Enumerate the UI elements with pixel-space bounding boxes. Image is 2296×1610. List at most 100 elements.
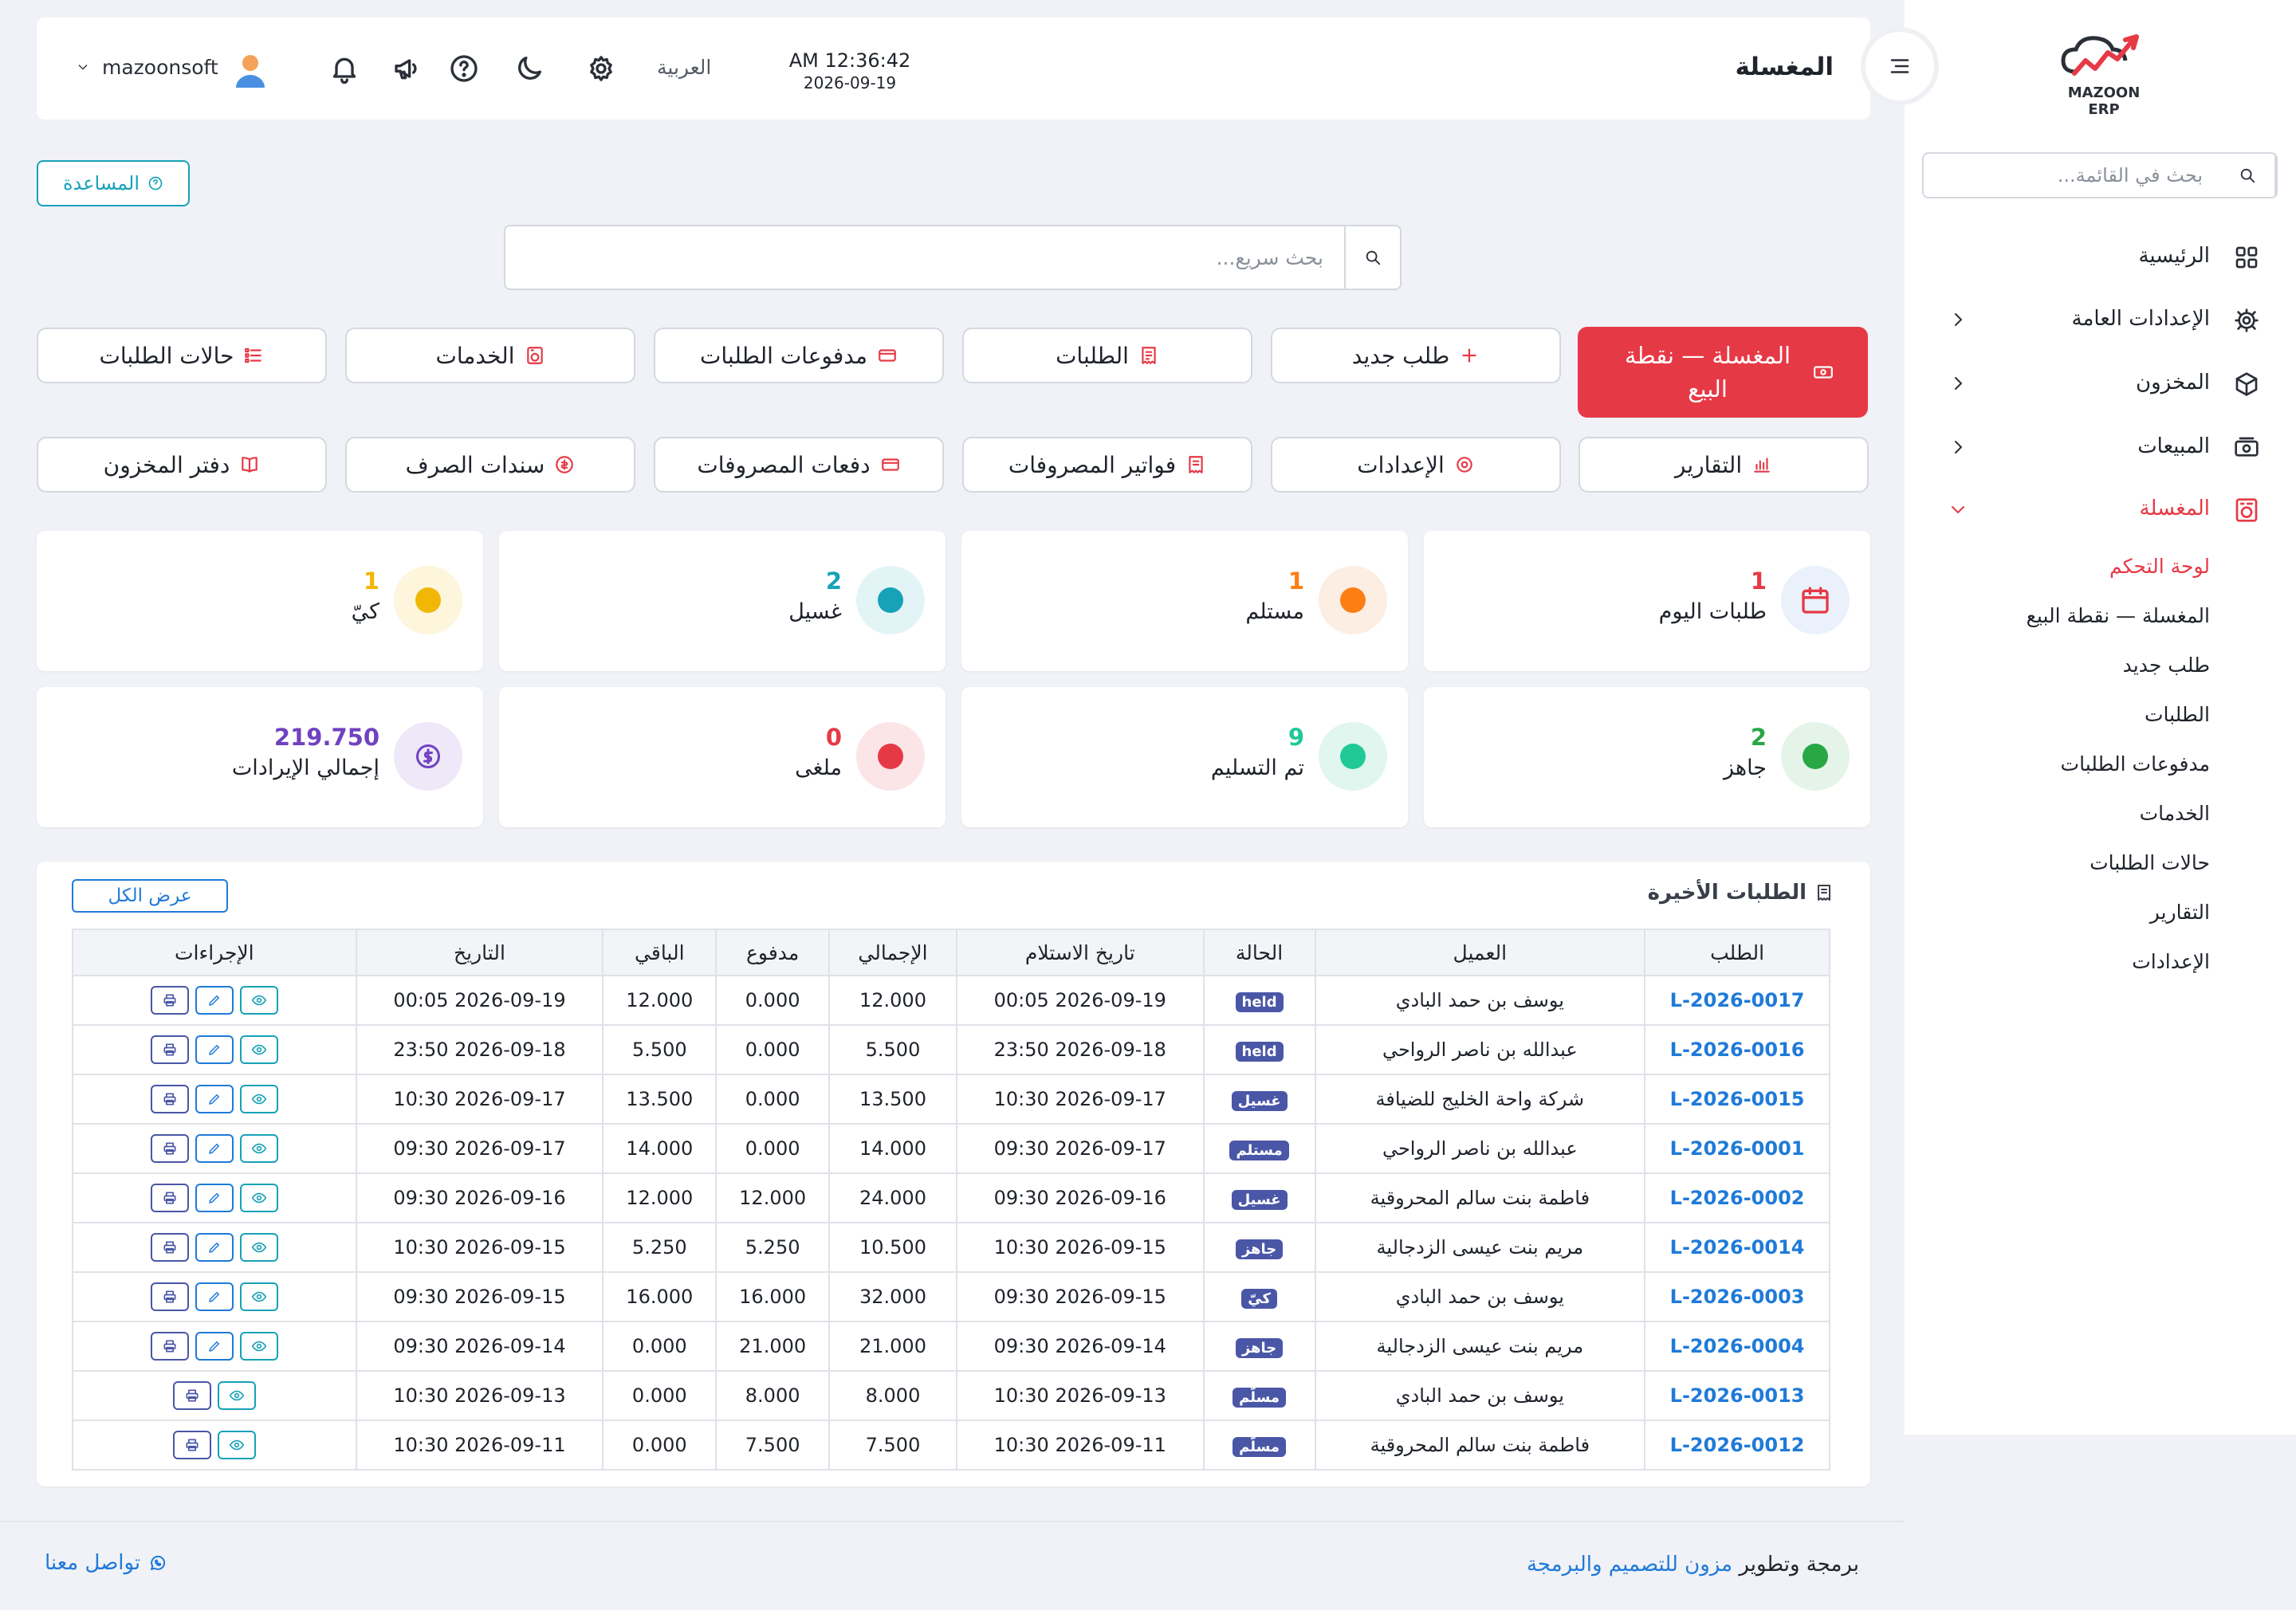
edit-button[interactable] [195,1282,234,1311]
received-date: 2026-09-18 23:50 [955,1024,1205,1075]
status-badge: كيّ [1241,1288,1277,1309]
view-button[interactable] [239,1085,278,1113]
bell-icon[interactable] [328,53,360,84]
edit-button[interactable] [195,1035,234,1064]
actions-cell [72,1321,357,1372]
sidebar-sub-services[interactable]: الخدمات [2139,802,2210,825]
paid-value: 0.000 [715,1024,831,1075]
view-button[interactable] [239,986,278,1015]
sidebar-sub-order-payments[interactable]: مدفوعات الطلبات [2060,752,2210,776]
print-button[interactable] [150,1085,189,1113]
footer-credit-link[interactable]: مزون للتصميم والبرمجة [1526,1553,1733,1577]
view-button[interactable] [217,1381,256,1410]
megaphone-icon[interactable] [392,53,424,84]
settings-gear-icon[interactable] [585,53,617,84]
order-code-link[interactable]: L-2026-0004 [1644,1321,1830,1372]
print-button[interactable] [150,1282,189,1311]
remaining-value: 14.000 [602,1123,718,1174]
view-button[interactable] [217,1431,256,1459]
sidebar-sub-dashboard[interactable]: لوحة التحكم [2109,555,2210,578]
print-button[interactable] [150,1233,189,1262]
edit-button[interactable] [195,1085,234,1113]
order-code-link[interactable]: L-2026-0003 [1644,1271,1830,1322]
order-code-link[interactable]: L-2026-0002 [1644,1172,1830,1223]
remaining-value: 12.000 [602,1172,718,1223]
print-button[interactable] [172,1381,211,1410]
help-button[interactable]: المساعدة [37,160,190,206]
orders-button[interactable]: الطلبات [962,328,1252,383]
order-code-link[interactable]: L-2026-0017 [1644,975,1830,1026]
services-button[interactable]: الخدمات [345,328,635,383]
order-statuses-button[interactable]: حالات الطلبات [37,328,327,383]
sidebar-sub-settings[interactable]: الإعدادات [2132,950,2210,973]
sidebar-item-laundry[interactable]: المغسلة [1905,485,2296,533]
new-order-button[interactable]: طلب جديد [1271,328,1561,383]
table-row: L-2026-0002 فاطمة بنت سالم المحروقية غسيل 2… [72,1172,1830,1223]
view-button[interactable] [239,1035,278,1064]
order-code-link[interactable]: L-2026-0014 [1644,1222,1830,1273]
avatar[interactable] [231,51,269,89]
sidebar-item-sales[interactable]: المبيعات [1905,423,2296,471]
help-circle-icon[interactable] [448,53,480,84]
print-button[interactable] [150,1332,189,1361]
edit-button[interactable] [195,986,234,1015]
order-code-link[interactable]: L-2026-0013 [1644,1370,1830,1421]
sidebar-item-inventory[interactable]: المخزون [1905,359,2296,407]
view-button[interactable] [239,1134,278,1163]
quick-search-input[interactable] [505,226,1344,289]
print-button[interactable] [172,1431,211,1459]
pos-button[interactable]: المغسلة — نقطة البيع [1578,327,1868,418]
received-date: 2026-09-17 09:30 [955,1123,1205,1174]
order-code-link[interactable]: L-2026-0012 [1644,1420,1830,1471]
chevron-down-icon[interactable] [77,61,89,73]
view-button[interactable] [239,1332,278,1361]
sidebar-item-home[interactable]: الرئيسية [1905,233,2296,281]
view-button[interactable] [239,1282,278,1311]
print-button[interactable] [150,1184,189,1212]
reports-button[interactable]: التقارير [1578,437,1869,493]
contact-link[interactable]: تواصل معنا [45,1551,167,1575]
moon-icon[interactable] [513,53,545,84]
edit-button[interactable] [195,1134,234,1163]
expense-invoices-button[interactable]: فواتير المصروفات [962,437,1252,493]
view-button[interactable] [239,1184,278,1212]
order-code-link[interactable]: L-2026-0015 [1644,1074,1830,1125]
sidebar-search-input[interactable] [1924,154,2220,197]
quick-search[interactable] [504,225,1402,290]
order-code-link[interactable]: L-2026-0001 [1644,1123,1830,1174]
inventory-ledger-button[interactable]: دفتر المخزون [37,437,327,493]
stat-label: إجمالي الإيرادات [231,756,379,780]
payment-vouchers-button[interactable]: سندات الصرف [345,437,635,493]
sidebar-sub-pos[interactable]: المغسلة — نقطة البيع [2026,604,2210,627]
sidebar-sub-reports[interactable]: التقارير [2149,901,2210,924]
view-all-button[interactable]: عرض الكل [72,879,228,913]
sidebar-item-general-settings[interactable]: الإعدادات العامة [1905,296,2296,344]
eye-icon [251,1141,267,1156]
print-button[interactable] [150,1035,189,1064]
order-payments-button[interactable]: مدفوعات الطلبات [654,328,944,383]
plus-icon [1459,345,1480,366]
sidebar-sub-new-order[interactable]: طلب جديد [2122,654,2210,677]
sidebar-sub-order-statuses[interactable]: حالات الطلبات [2090,851,2210,874]
order-code-link[interactable]: L-2026-0016 [1644,1024,1830,1075]
print-button[interactable] [150,986,189,1015]
printer-icon [162,1190,178,1206]
edit-button[interactable] [195,1332,234,1361]
expense-payments-button[interactable]: دفعات المصروفات [654,437,944,493]
print-button[interactable] [150,1134,189,1163]
sidebar-sub-orders[interactable]: الطلبات [2144,703,2210,726]
menu-toggle-button[interactable] [1866,32,1934,100]
page-title: المغسلة [1735,53,1834,81]
order-date: 2026-09-11 10:30 [355,1420,604,1471]
column-header: تاريخ الاستلام [955,929,1205,976]
view-button[interactable] [239,1233,278,1262]
settings-button[interactable]: الإعدادات [1271,437,1561,493]
edit-button[interactable] [195,1184,234,1212]
search-icon[interactable] [1344,226,1400,289]
language-switch[interactable]: العربية [657,56,712,79]
edit-button[interactable] [195,1233,234,1262]
eye-icon [251,1091,267,1107]
username[interactable]: mazoonsoft [102,56,218,79]
clock-time: AM 12:36:42 [788,49,911,72]
sidebar-search[interactable] [1922,152,2278,198]
